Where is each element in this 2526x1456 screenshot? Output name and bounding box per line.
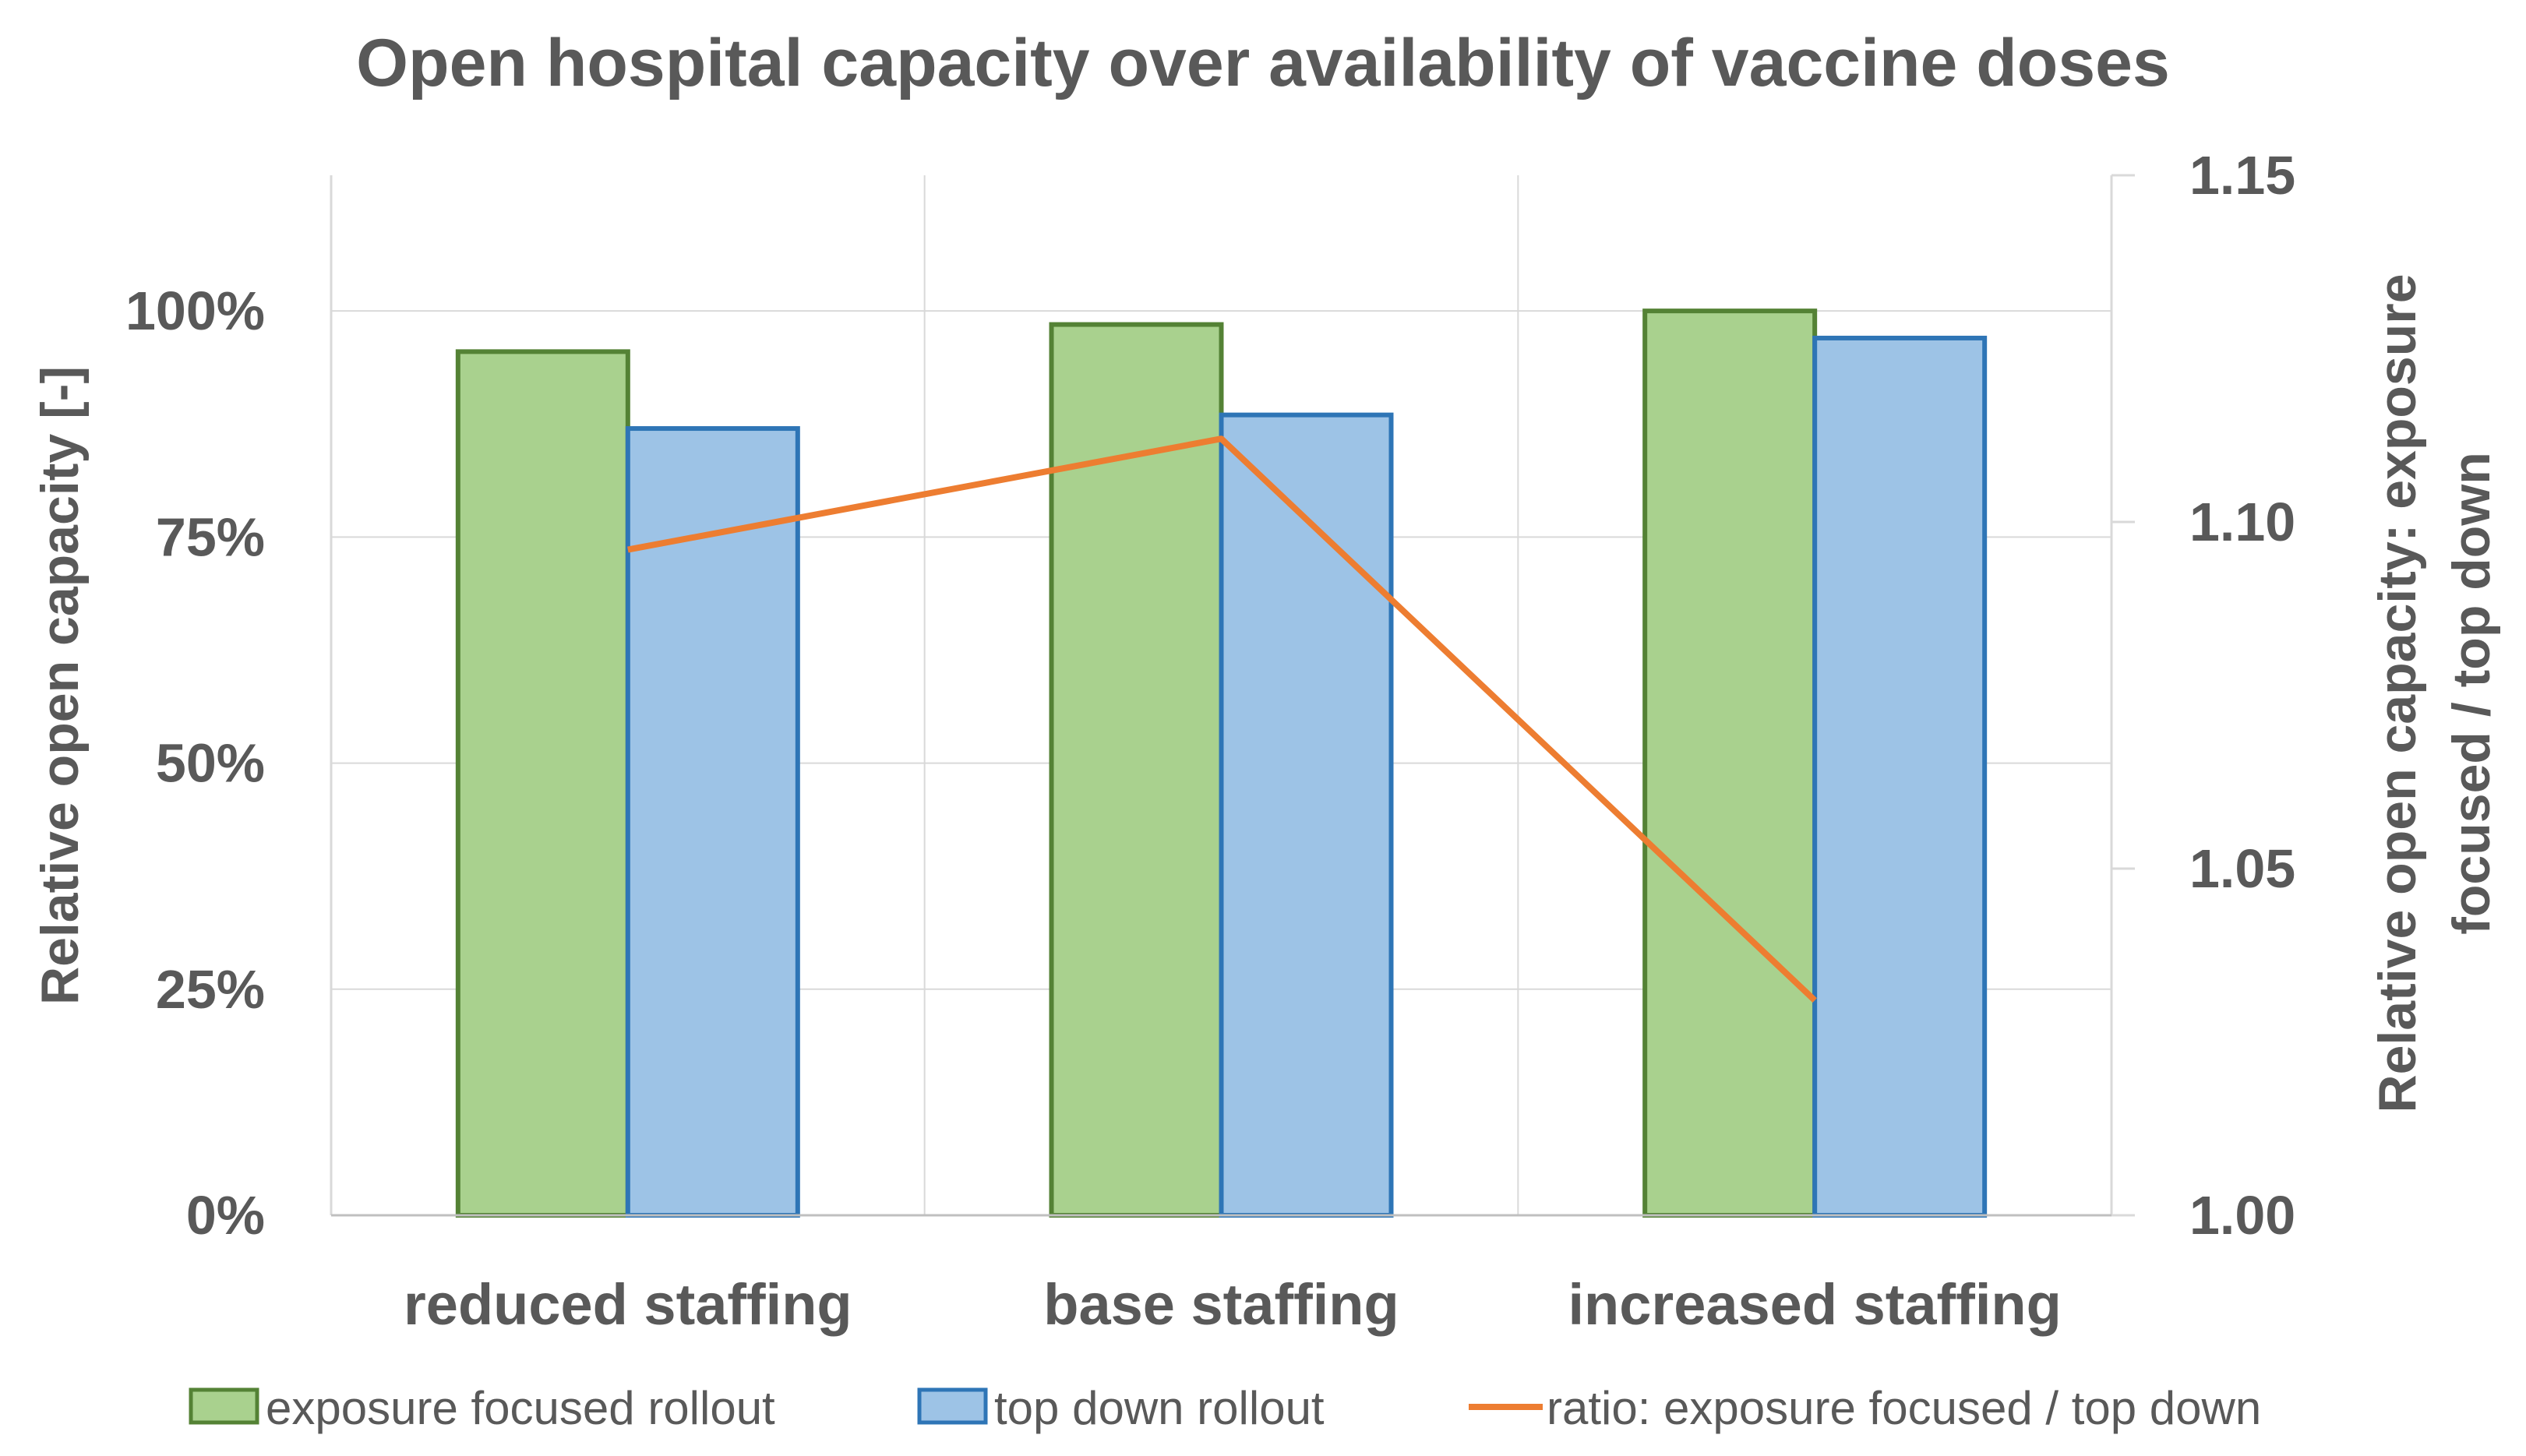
right-tick-label: 1.00 — [2189, 1185, 2295, 1246]
right-tick-label: 1.15 — [2189, 145, 2295, 206]
bar-top-down-2 — [1812, 335, 1988, 1218]
legend-item-0: exposure focused rollout — [189, 1382, 775, 1434]
right-tick-label: 1.10 — [2189, 492, 2295, 552]
left-tick-label: 50% — [156, 733, 265, 794]
bar-exposure-focused-1 — [1049, 322, 1224, 1218]
axes — [330, 174, 2135, 1217]
category-label: base staffing — [1043, 1272, 1399, 1337]
left-tick-label: 0% — [186, 1185, 265, 1246]
bar-top-down-1 — [1219, 412, 1394, 1218]
bar-exposure-focused-2 — [1642, 308, 1818, 1218]
left-tick-label: 100% — [125, 280, 265, 341]
left-tick-label: 75% — [156, 506, 265, 567]
bar-exposure-focused-0 — [455, 349, 630, 1218]
legend-label: top down rollout — [994, 1382, 1325, 1434]
chart-title: Open hospital capacity over availability… — [356, 26, 2170, 100]
left-axis-tick-labels: 0% 25% 50% 75% 100% — [125, 280, 265, 1246]
category-labels: reduced staffing base staffing increased s… — [404, 1272, 2062, 1337]
right-axis-title-line1: Relative open capacity: exposure — [2368, 273, 2427, 1112]
legend-label: ratio: exposure focused / top down — [1547, 1382, 2261, 1434]
legend-item-2: ratio: exposure focused / top down — [1469, 1382, 2261, 1434]
legend-label: exposure focused rollout — [266, 1382, 775, 1434]
legend-swatch — [917, 1387, 988, 1425]
category-label: reduced staffing — [404, 1272, 852, 1337]
legend-item-1: top down rollout — [917, 1382, 1325, 1434]
right-axis-title-line2: focused / top down — [2442, 452, 2501, 935]
right-tick-label: 1.05 — [2189, 838, 2295, 899]
bar-series — [455, 308, 1988, 1218]
left-axis-title: Relative open capacity [-] — [30, 366, 90, 1005]
ratio-line-series — [627, 435, 1817, 1003]
category-label: increased staffing — [1568, 1272, 2062, 1337]
legend-swatch — [189, 1387, 259, 1425]
left-tick-label: 25% — [156, 959, 265, 1020]
right-axis-tick-labels: 1.00 1.05 1.10 1.15 — [2189, 145, 2295, 1246]
legend: exposure focused rollout top down rollout… — [189, 1382, 2261, 1434]
